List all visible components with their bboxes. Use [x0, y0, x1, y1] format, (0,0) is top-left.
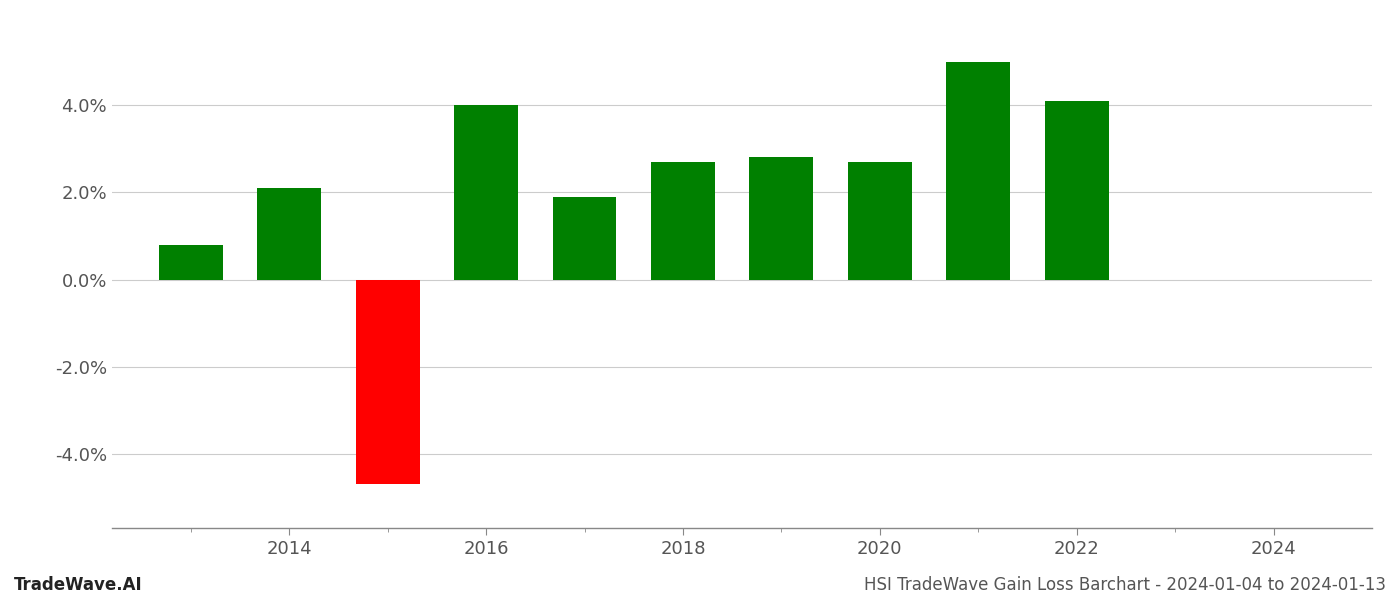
- Bar: [848, 162, 911, 280]
- Text: TradeWave.AI: TradeWave.AI: [14, 576, 143, 594]
- Bar: [356, 280, 420, 484]
- Bar: [749, 157, 813, 280]
- Text: HSI TradeWave Gain Loss Barchart - 2024-01-04 to 2024-01-13: HSI TradeWave Gain Loss Barchart - 2024-…: [864, 576, 1386, 594]
- Bar: [454, 105, 518, 280]
- Bar: [158, 245, 223, 280]
- Bar: [651, 162, 715, 280]
- Bar: [946, 62, 1011, 280]
- Bar: [258, 188, 321, 280]
- Bar: [553, 197, 616, 280]
- Bar: [1044, 101, 1109, 280]
